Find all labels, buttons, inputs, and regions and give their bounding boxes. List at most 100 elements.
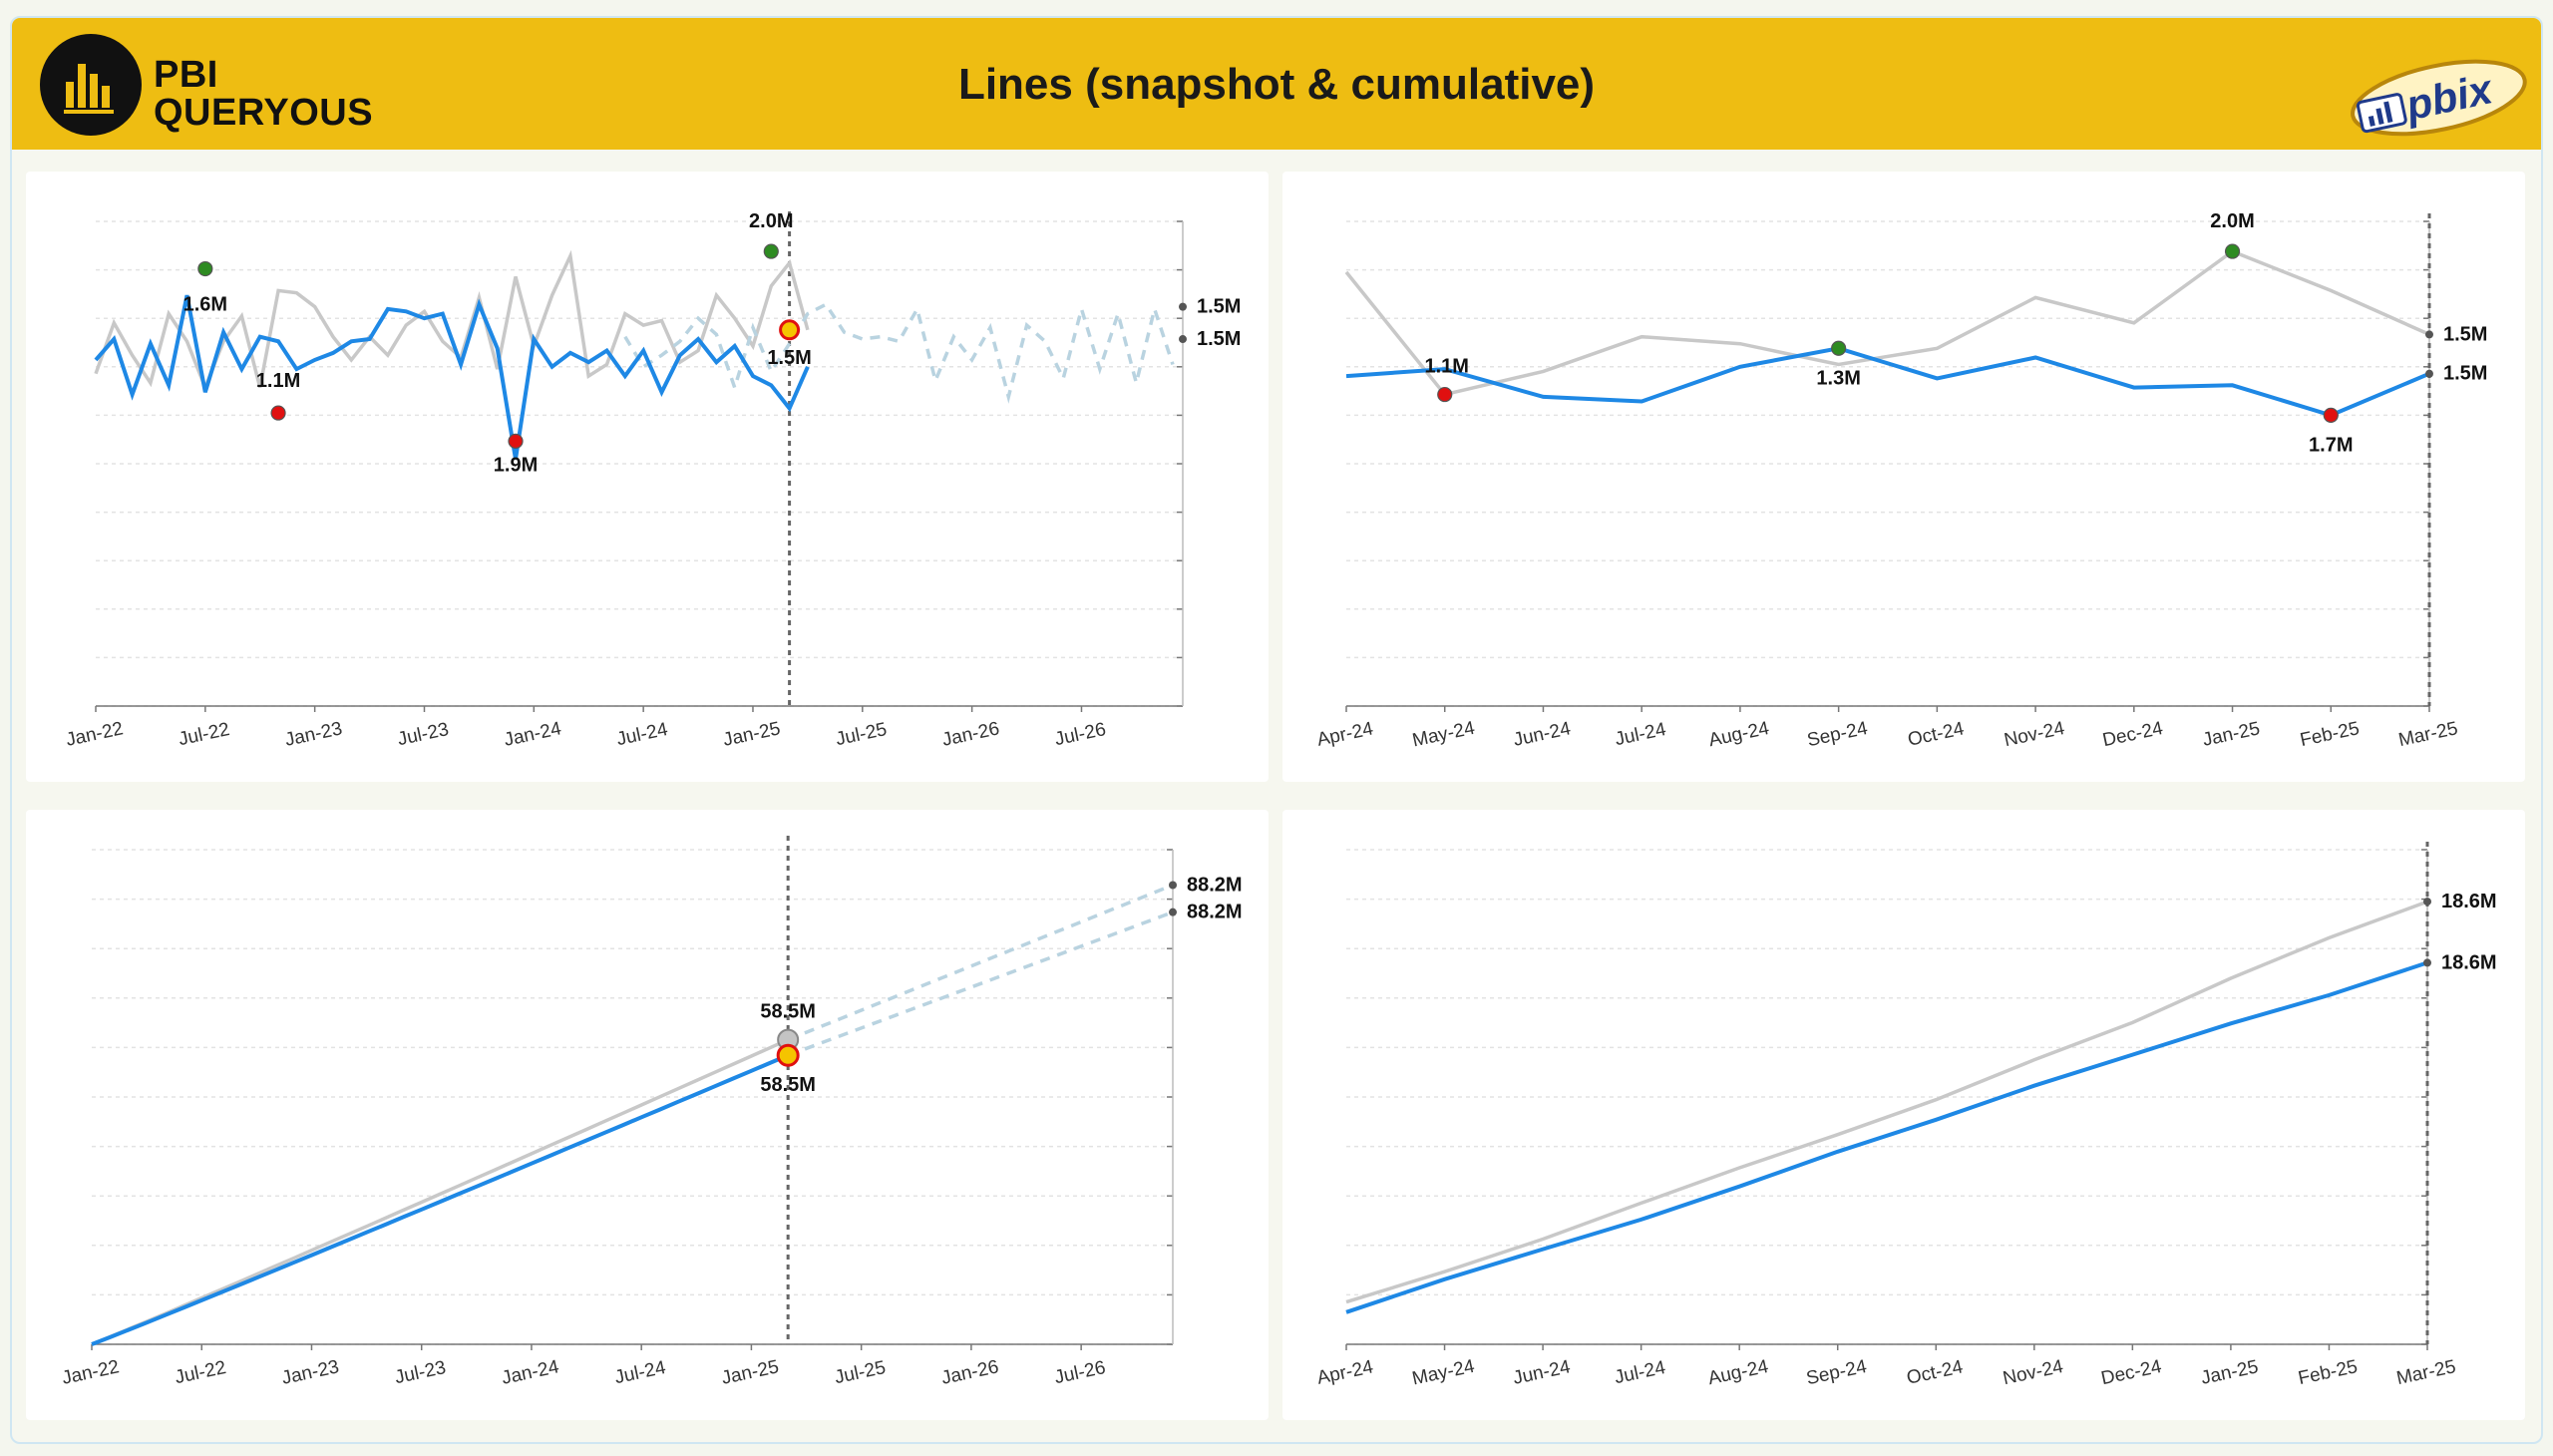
x-tick-label: Jul-24 — [1613, 1357, 1667, 1388]
x-tick-label: Jul-26 — [1053, 719, 1108, 750]
end-marker — [1169, 908, 1177, 916]
data-label: 2.0M — [749, 210, 793, 232]
data-label: 1.6M — [183, 294, 227, 316]
data-label: 1.7M — [2309, 434, 2353, 456]
x-tick-label: Jan-22 — [64, 718, 125, 751]
x-tick-label: Nov-24 — [2002, 1356, 2066, 1389]
x-tick-label: Aug-24 — [1706, 1356, 1771, 1389]
data-label: 88.2M — [1187, 875, 1243, 897]
data-label: 1.3M — [1816, 367, 1860, 389]
pbix-badge: pbix — [2351, 59, 2527, 137]
end-marker — [2423, 898, 2431, 907]
low-marker — [1437, 386, 1453, 403]
x-tick-label: Jul-24 — [1614, 719, 1668, 750]
end-marker — [1169, 881, 1177, 890]
data-label: 1.5M — [1197, 296, 1241, 318]
actual-series-line — [1345, 960, 2428, 1314]
x-tick-label: Nov-24 — [2003, 718, 2067, 751]
actual-series-line — [91, 1053, 789, 1346]
x-tick-label: Jul-25 — [833, 1357, 888, 1388]
x-tick-label: Jul-25 — [834, 719, 889, 750]
x-tick-label: Apr-24 — [1315, 1356, 1376, 1388]
x-tick-label: May-24 — [1410, 1356, 1477, 1390]
x-tick-label: Jan-25 — [2199, 1356, 2260, 1389]
logo-icon — [40, 34, 142, 136]
prior-series-line — [1345, 900, 2428, 1304]
bar-chart-icon — [64, 64, 114, 114]
forecast-series-line — [787, 910, 1174, 1057]
panel-monthly-snapshot: Jan-22 Jul-22 Jan-23 Jul-23 Jan-24 Jul-24 Jan-… — [26, 172, 1269, 782]
panel-fiscal-cumulative: Apr-24 May-24 Jun-24 Jul-24 Aug-24 Sep-24 Oct-… — [1282, 810, 2525, 1420]
data-label: 1.1M — [1424, 356, 1468, 378]
actual-series-line — [1345, 346, 2430, 418]
logo-line1: PBI — [154, 54, 218, 96]
data-label: 1.5M — [2443, 363, 2487, 385]
end-marker — [1179, 302, 1187, 311]
x-tick-label: Jul-24 — [615, 719, 670, 750]
x-tick-label: Apr-24 — [1315, 718, 1376, 750]
x-tick-label: Aug-24 — [1707, 718, 1772, 751]
low-marker — [270, 405, 286, 421]
x-tick-label: Oct-24 — [1906, 718, 1967, 750]
x-tick-label: May-24 — [1410, 718, 1477, 752]
x-tick-label: Jan-26 — [939, 1356, 1000, 1389]
panel-monthly-cumulative: Jan-22 Jul-22 Jan-23 Jul-23 Jan-24 Jul-24 Jan-… — [26, 810, 1269, 1420]
x-tick-label: Feb-25 — [2299, 718, 2362, 751]
low-marker — [2323, 407, 2339, 423]
x-tick-label: Jan-25 — [720, 1356, 781, 1389]
chart-fiscal-snapshot: Apr-24 May-24 Jun-24 Jul-24 Aug-24 Sep-24 Oct-… — [1315, 210, 2488, 752]
header-bar: PBI QUERYOUS Lines (snapshot & cumulativ… — [12, 18, 2541, 150]
chart-monthly-snapshot: Jan-22 Jul-22 Jan-23 Jul-23 Jan-24 Jul-24 Jan-… — [64, 210, 1241, 751]
x-tick-label: Jul-22 — [174, 1357, 228, 1388]
actual-series-line — [94, 294, 810, 460]
page-title: Lines (snapshot & cumulative) — [957, 60, 1596, 109]
x-tick-label: Jan-26 — [940, 718, 1001, 751]
x-tick-label: Jan-25 — [721, 718, 782, 751]
x-tick-label: Jul-22 — [177, 719, 231, 750]
x-tick-label: Jan-22 — [60, 1356, 121, 1389]
x-tick-label: Jun-24 — [1512, 718, 1574, 751]
x-tick-label: Jan-23 — [283, 718, 344, 751]
data-label: 1.5M — [2443, 323, 2487, 345]
data-label: 58.5M — [760, 1074, 816, 1096]
logo-text: PBI QUERYOUS — [154, 56, 373, 132]
data-label: 18.6M — [2441, 951, 2497, 973]
x-tick-label: Mar-25 — [2396, 718, 2459, 751]
data-label: 18.6M — [2441, 891, 2497, 912]
high-marker — [2224, 243, 2241, 259]
prior-series-line — [91, 1038, 789, 1346]
chart-fiscal-cumulative: Apr-24 May-24 Jun-24 Jul-24 Aug-24 Sep-24 Oct-… — [1315, 842, 2497, 1390]
data-label: 1.9M — [494, 454, 538, 476]
x-tick-label: Dec-24 — [2099, 1356, 2164, 1389]
x-tick-label: Jul-23 — [393, 1357, 448, 1388]
x-tick-label: Jan-25 — [2201, 718, 2262, 751]
forecast-series-line — [787, 883, 1174, 1042]
x-tick-label: Jul-26 — [1052, 1357, 1107, 1388]
today-marker-ring — [779, 319, 801, 341]
high-marker — [1831, 340, 1847, 356]
x-tick-label: Dec-24 — [2101, 718, 2166, 751]
x-tick-label: Feb-25 — [2297, 1356, 2360, 1389]
x-tick-label: Jan-23 — [280, 1356, 341, 1389]
low-marker — [508, 433, 524, 449]
data-label: 88.2M — [1187, 902, 1243, 923]
end-marker — [2425, 369, 2433, 378]
panel-fiscal-snapshot: Apr-24 May-24 Jun-24 Jul-24 Aug-24 Sep-24 Oct-… — [1282, 172, 2525, 782]
x-tick-label: Mar-25 — [2394, 1356, 2457, 1389]
x-tick-label: Jun-24 — [1511, 1356, 1573, 1389]
today-marker — [776, 1043, 800, 1067]
x-tick-label: Jan-24 — [503, 718, 564, 751]
prior-series-line — [1344, 249, 2430, 397]
end-marker — [2423, 958, 2431, 967]
x-tick-label: Jul-23 — [396, 719, 451, 750]
data-label: 1.1M — [256, 370, 300, 392]
end-marker — [2425, 330, 2433, 339]
end-marker — [1179, 335, 1187, 344]
x-tick-label: Oct-24 — [1905, 1356, 1966, 1388]
forecast-series-line — [623, 302, 1175, 404]
logo-line2: QUERYOUS — [154, 92, 374, 134]
x-tick-label: Jul-24 — [613, 1357, 668, 1388]
x-tick-label: Sep-24 — [1804, 1356, 1869, 1389]
x-tick-label: Jan-24 — [500, 1356, 561, 1389]
chart-monthly-cumulative: Jan-22 Jul-22 Jan-23 Jul-23 Jan-24 Jul-24 Jan-… — [60, 836, 1243, 1389]
